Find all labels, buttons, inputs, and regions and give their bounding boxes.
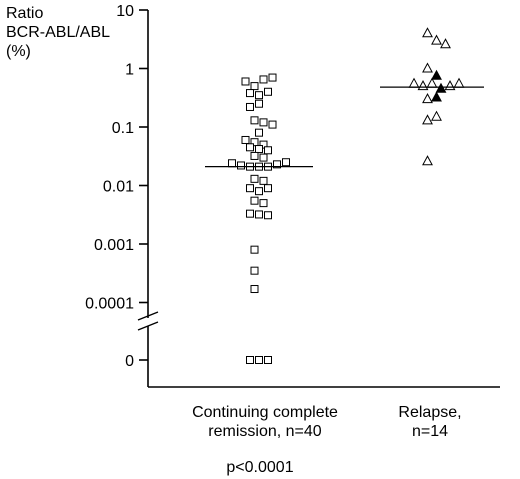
data-point-square [246,184,254,193]
y-axis-label-line: Ratio [6,5,44,22]
category-label-relapse: Relapse, n=14 [375,403,485,441]
y-axis-label-line: BCR-ABL/ABL [6,24,111,41]
data-point-triangle-open [422,155,433,166]
data-point-square [264,87,272,96]
data-point-square [259,140,268,149]
data-point-triangle-open [422,27,433,38]
category-label-line: remission, n=40 [208,423,322,440]
data-point-square [259,118,268,127]
data-point-square [255,187,263,196]
y-tick-label: 0.001 [94,237,134,254]
p-value-annotation: p<0.0001 [226,459,294,476]
data-point-triangle-open [431,110,442,121]
y-tick-label: 1 [125,62,134,79]
data-point-square [255,99,263,108]
data-point-triangle-open [422,93,433,104]
data-point-triangle-open [426,77,438,88]
data-point-triangle-open [422,114,433,125]
data-point-square [250,266,259,275]
data-point-square [255,210,263,219]
data-point-square [255,128,263,137]
y-tick-label: 0 [125,353,134,370]
data-point-square [228,159,236,168]
data-point-square [259,153,268,162]
data-point-square [250,116,259,125]
data-point-triangle-open [431,34,442,45]
data-points [228,27,465,364]
category-label-remission: Continuing complete remission, n=40 [170,403,360,441]
data-point-square [259,75,268,84]
y-axis-label-line: (%) [6,43,31,60]
category-label-line: Continuing complete [192,404,338,421]
data-point-square [246,89,254,98]
data-point-triangle-open [440,38,451,49]
axis-break-mark [137,311,159,321]
data-point-triangle-open [408,77,420,88]
category-label-line: Relapse, [398,404,462,421]
data-point-triangle-filled [435,82,447,93]
y-tick-label: 10 [116,3,134,20]
data-point-square [246,102,254,111]
data-point-square [282,158,290,167]
data-point-square [250,151,259,160]
data-point-square [250,196,259,205]
median-lines [205,86,484,168]
data-point-square [250,174,259,183]
data-point-triangle-open [417,80,429,91]
data-point-triangle-filled [431,69,442,80]
data-point-square [246,209,254,218]
data-point-triangle-filled [431,91,442,102]
y-tick-label: 0.01 [103,179,134,196]
data-point-triangle-open [444,80,456,91]
data-point-square [241,77,250,86]
y-axis-label: Ratio BCR-ABL/ABL (%) [6,4,110,61]
data-point-square [250,138,259,147]
data-point-square [268,120,277,129]
data-point-square [264,146,272,155]
data-point-square [246,143,254,152]
data-point-square [250,285,259,294]
data-point-triangle-open [453,77,465,88]
data-point-square [250,245,259,254]
y-tick-label: 0.0001 [85,296,134,313]
data-point-square [264,211,272,220]
y-tick-label: 0.1 [112,120,134,137]
data-point-square [264,356,272,364]
axis-break-mark [137,321,159,331]
data-point-square [255,145,263,154]
y-ticks: 10 1 0.1 0.01 0.001 0.0001 0 [85,3,148,370]
data-point-square [237,161,245,170]
data-point-square [259,176,268,185]
data-point-square [241,135,250,144]
data-point-square [268,73,277,82]
data-point-square [255,91,263,100]
data-point-triangle-open [422,62,433,73]
data-point-square [255,356,263,364]
data-point-square [250,82,259,91]
data-point-square [259,199,268,208]
category-label-line: n=14 [411,423,449,440]
data-point-square [264,184,272,193]
data-point-square [273,160,281,169]
axes [137,10,500,388]
data-point-square [246,356,254,364]
